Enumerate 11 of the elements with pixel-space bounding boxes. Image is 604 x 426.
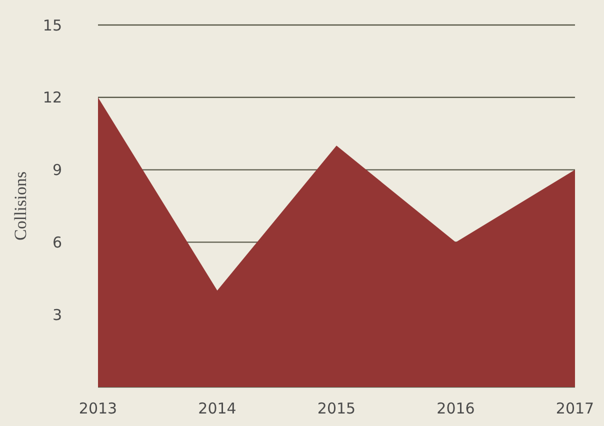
x-tick-label: 2016 [436, 400, 475, 418]
x-tick-label: 2015 [317, 400, 356, 418]
y-tick-label: 15 [42, 16, 62, 34]
y-tick-label: 9 [52, 161, 62, 180]
y-tick-label: 12 [42, 88, 62, 107]
y-tick-label: 6 [52, 234, 62, 252]
x-tick-label: 2017 [556, 400, 594, 418]
x-tick-label: 2014 [198, 400, 236, 418]
y-tick-label: 3 [52, 306, 62, 324]
y-axis-title: Collisions [11, 172, 30, 240]
x-tick-label: 2013 [78, 400, 118, 418]
